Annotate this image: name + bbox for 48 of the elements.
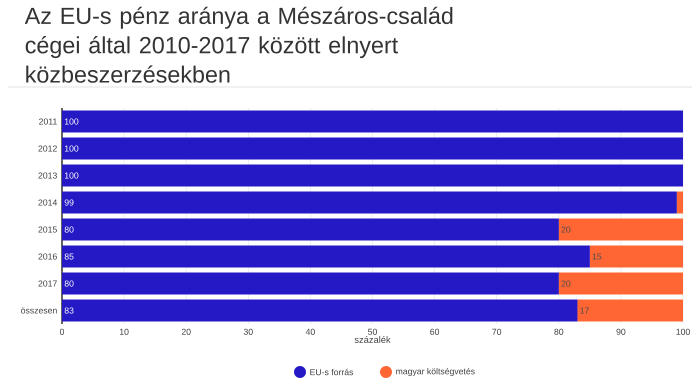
data-label: 20 xyxy=(562,226,570,233)
x-tick-label: 90 xyxy=(616,328,626,335)
bar xyxy=(62,300,578,322)
data-label: 80 xyxy=(64,226,74,233)
y-tick-label: 2011 xyxy=(39,118,57,125)
bar xyxy=(62,110,683,132)
x-tick-label: 100 xyxy=(676,328,690,335)
bar xyxy=(558,218,683,240)
y-tick-label: 2015 xyxy=(38,226,57,233)
y-tick-label: 2013 xyxy=(38,172,57,179)
x-tick-label: 30 xyxy=(244,328,253,335)
data-label: 100 xyxy=(64,118,78,125)
y-tick-label: 2014 xyxy=(38,199,58,206)
bar xyxy=(62,138,683,160)
y-tick-label: összesen xyxy=(21,307,57,314)
data-label: 99 xyxy=(64,199,74,206)
y-tick-label: 2012 xyxy=(38,145,57,152)
x-tick-label: 80 xyxy=(554,328,564,335)
bar xyxy=(62,218,559,240)
bar xyxy=(590,246,683,268)
bar xyxy=(62,164,683,187)
bar xyxy=(577,300,683,322)
x-tick-label: 60 xyxy=(430,328,440,335)
data-label: 15 xyxy=(592,253,602,260)
legend-label: EU-s forrás xyxy=(310,368,354,376)
bar xyxy=(62,272,559,295)
bar xyxy=(558,272,683,295)
bar xyxy=(62,246,590,268)
x-axis-title: százalék xyxy=(354,336,391,343)
x-tick-label: 20 xyxy=(182,328,191,335)
chart-title: Az EU-s pénz aránya a Mészáros-család cégei által 2010-2017 között elnyert közbeszerzésekben xyxy=(24,6,452,83)
data-label: 100 xyxy=(64,145,78,152)
data-label: 17 xyxy=(580,308,589,314)
data-label: 20 xyxy=(562,280,570,287)
data-label: 80 xyxy=(64,280,74,287)
legend-label: magyar költségvetés xyxy=(396,368,475,376)
bar xyxy=(62,192,677,214)
x-tick-label: 70 xyxy=(492,328,502,335)
x-tick-label: 50 xyxy=(368,328,377,335)
data-label: 100 xyxy=(64,172,78,179)
y-tick-label: 2016 xyxy=(38,253,57,260)
x-tick-label: 40 xyxy=(306,328,315,335)
x-tick-label: 10 xyxy=(120,328,129,335)
data-label: 83 xyxy=(64,307,74,314)
x-tick-label: 0 xyxy=(60,328,64,335)
bar xyxy=(676,192,683,214)
data-label: 85 xyxy=(64,253,74,260)
y-tick-label: 2017 xyxy=(38,280,57,287)
